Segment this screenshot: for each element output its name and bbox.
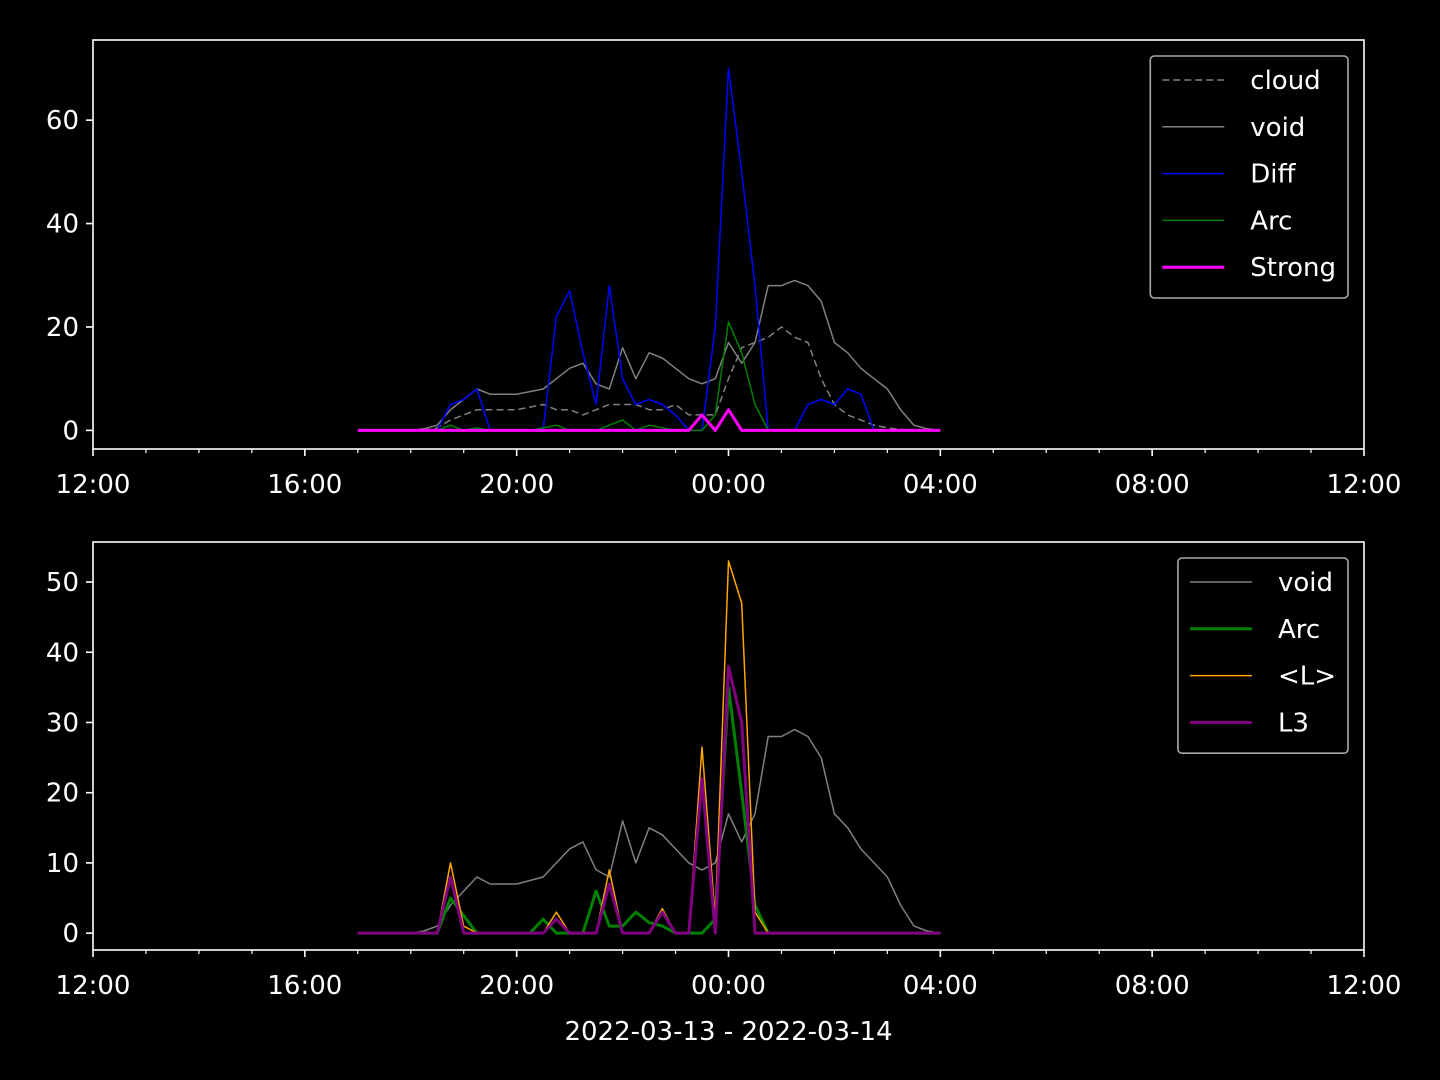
line-series (357, 67, 941, 432)
x-tick-label: 04:00 (903, 971, 978, 1001)
line-series (357, 279, 941, 432)
y-tick-label: 50 (46, 568, 79, 598)
x-tick-label: 04:00 (903, 470, 978, 500)
y-tick-label: 20 (46, 779, 79, 809)
line-series (357, 408, 941, 432)
legend: cloud void Diff Arc Strong (1149, 55, 1349, 299)
axes-frame (92, 39, 1365, 450)
y-tick-label: 20 (46, 313, 79, 343)
y-tick-label: 40 (46, 210, 79, 240)
line-series (357, 664, 941, 935)
x-tick-label: 00:00 (691, 470, 766, 500)
x-tick-label: 16:00 (267, 971, 342, 1001)
y-tick-label: 30 (46, 708, 79, 738)
legend: void Arc <L> L3 (1177, 557, 1349, 754)
legend-label: <L> (1278, 662, 1336, 692)
legend-label: void (1278, 568, 1333, 598)
x-tick-label: 12:00 (56, 470, 131, 500)
legend-frame (1149, 55, 1349, 299)
y-tick-label: 60 (46, 106, 79, 136)
axes-frame (92, 541, 1365, 951)
line-series (357, 326, 941, 432)
legend-label: void (1250, 113, 1305, 143)
x-tick-label: 00:00 (691, 971, 766, 1001)
legend-label: Strong (1250, 253, 1336, 283)
x-tick-label: 12:00 (1327, 971, 1402, 1001)
y-tick-label: 0 (62, 416, 79, 446)
x-tick-label: 16:00 (267, 470, 342, 500)
y-tick-label: 0 (62, 919, 79, 949)
x-tick-label: 20:00 (479, 470, 554, 500)
y-tick-label: 40 (46, 638, 79, 668)
subplot: 0 20 40 60 12:00 16:00 20:00 00:00 04:00 08:00 12:… (46, 39, 1402, 500)
x-tick-label: 12:00 (56, 971, 131, 1001)
x-tick-label: 08:00 (1115, 971, 1190, 1001)
x-tick-label: 20:00 (479, 971, 554, 1001)
legend-frame (1177, 557, 1349, 754)
subplot: 0 10 20 30 40 50 12:00 16:00 20:00 00:00 04:00 08:0… (46, 541, 1402, 1047)
legend-label: Diff (1250, 160, 1296, 190)
legend-label: Arc (1250, 206, 1292, 236)
legend-label: L3 (1278, 708, 1309, 738)
x-axis-label: 2022-03-13 - 2022-03-14 (564, 1017, 892, 1047)
x-tick-label: 12:00 (1327, 470, 1402, 500)
legend-label: cloud (1250, 66, 1320, 96)
x-tick-label: 08:00 (1115, 470, 1190, 500)
legend-label: Arc (1278, 615, 1320, 645)
y-tick-label: 10 (46, 849, 79, 879)
